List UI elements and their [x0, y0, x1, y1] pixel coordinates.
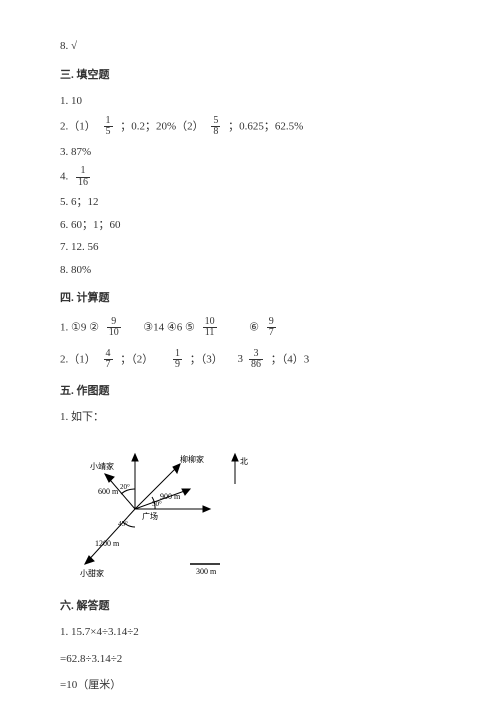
angle-30: 30° — [152, 500, 162, 508]
s3-l6: 6. 60；1；60 — [60, 217, 440, 234]
angle-20: 20° — [120, 483, 130, 491]
item-8: 8. √ — [60, 38, 440, 55]
text: ⑥ — [249, 321, 259, 333]
text: 2.（1） — [60, 353, 96, 365]
s6-l2: =62.8÷3.14÷2 — [60, 651, 440, 668]
text: ；0.625；62.5% — [228, 120, 303, 132]
label-north: 北 — [240, 457, 248, 466]
label-600: 600 m — [98, 487, 119, 496]
section-6-title: 六. 解答题 — [60, 598, 440, 615]
text: ③14 ④6 ⑤ — [143, 321, 195, 333]
text: ；（3） — [190, 353, 223, 365]
fraction: 116 — [76, 166, 90, 188]
section-4-title: 四. 计算题 — [60, 290, 440, 307]
text: ；（4）3 — [271, 353, 310, 365]
section-5-title: 五. 作图题 — [60, 383, 440, 400]
label-right: 柳柳家 — [180, 454, 204, 464]
fraction: 97 — [267, 317, 276, 339]
label-scale: 300 m — [196, 567, 217, 576]
angle-45: 45° — [118, 520, 128, 528]
fraction: 15 — [104, 116, 113, 138]
label-center: 广场 — [142, 511, 158, 521]
fraction: 19 — [173, 349, 182, 371]
fraction: 58 — [211, 116, 220, 138]
s4-r1: 1. ①9 ② 910 ③14 ④6 ⑤ 1011 ⑥ 97 — [60, 317, 440, 339]
text: 2.（1） — [60, 120, 96, 132]
fraction: 47 — [104, 349, 113, 371]
label-bottom: 小甜家 — [80, 568, 104, 578]
diagram: 小靖家 600 m 900 m 1200 m 小甜家 柳柳家 广场 北 300 … — [60, 434, 260, 584]
s6-l3: =10（厘米） — [60, 677, 440, 694]
s3-l7: 7. 12. 56 — [60, 239, 440, 256]
mixed-fraction: 3386 — [238, 349, 269, 371]
s3-l8: 8. 80% — [60, 262, 440, 279]
text: ；（2） — [120, 353, 153, 365]
text: 1. ①9 ② — [60, 321, 99, 333]
fraction: 1011 — [203, 317, 217, 339]
s3-l3: 3. 87% — [60, 144, 440, 161]
label-1200: 1200 m — [95, 539, 120, 548]
text: 4. — [60, 171, 68, 183]
fraction: 910 — [107, 317, 121, 339]
s3-l5: 5. 6；12 — [60, 194, 440, 211]
label-topleft: 小靖家 — [90, 461, 114, 471]
label-900: 900 m — [160, 492, 181, 501]
section-3-title: 三. 填空题 — [60, 67, 440, 84]
s3-l2: 2.（1） 15 ；0.2；20%（2） 58 ；0.625；62.5% — [60, 116, 440, 138]
s6-l1: 1. 15.7×4÷3.14÷2 — [60, 624, 440, 641]
s3-l4: 4. 116 — [60, 166, 440, 188]
s4-r2: 2.（1） 47 ；（2） 19 ；（3） 3386 ；（4）3 — [60, 349, 440, 371]
s5-l1: 1. 如下： — [60, 409, 440, 426]
text: ；0.2；20%（2） — [120, 120, 203, 132]
s3-l1: 1. 10 — [60, 93, 440, 110]
